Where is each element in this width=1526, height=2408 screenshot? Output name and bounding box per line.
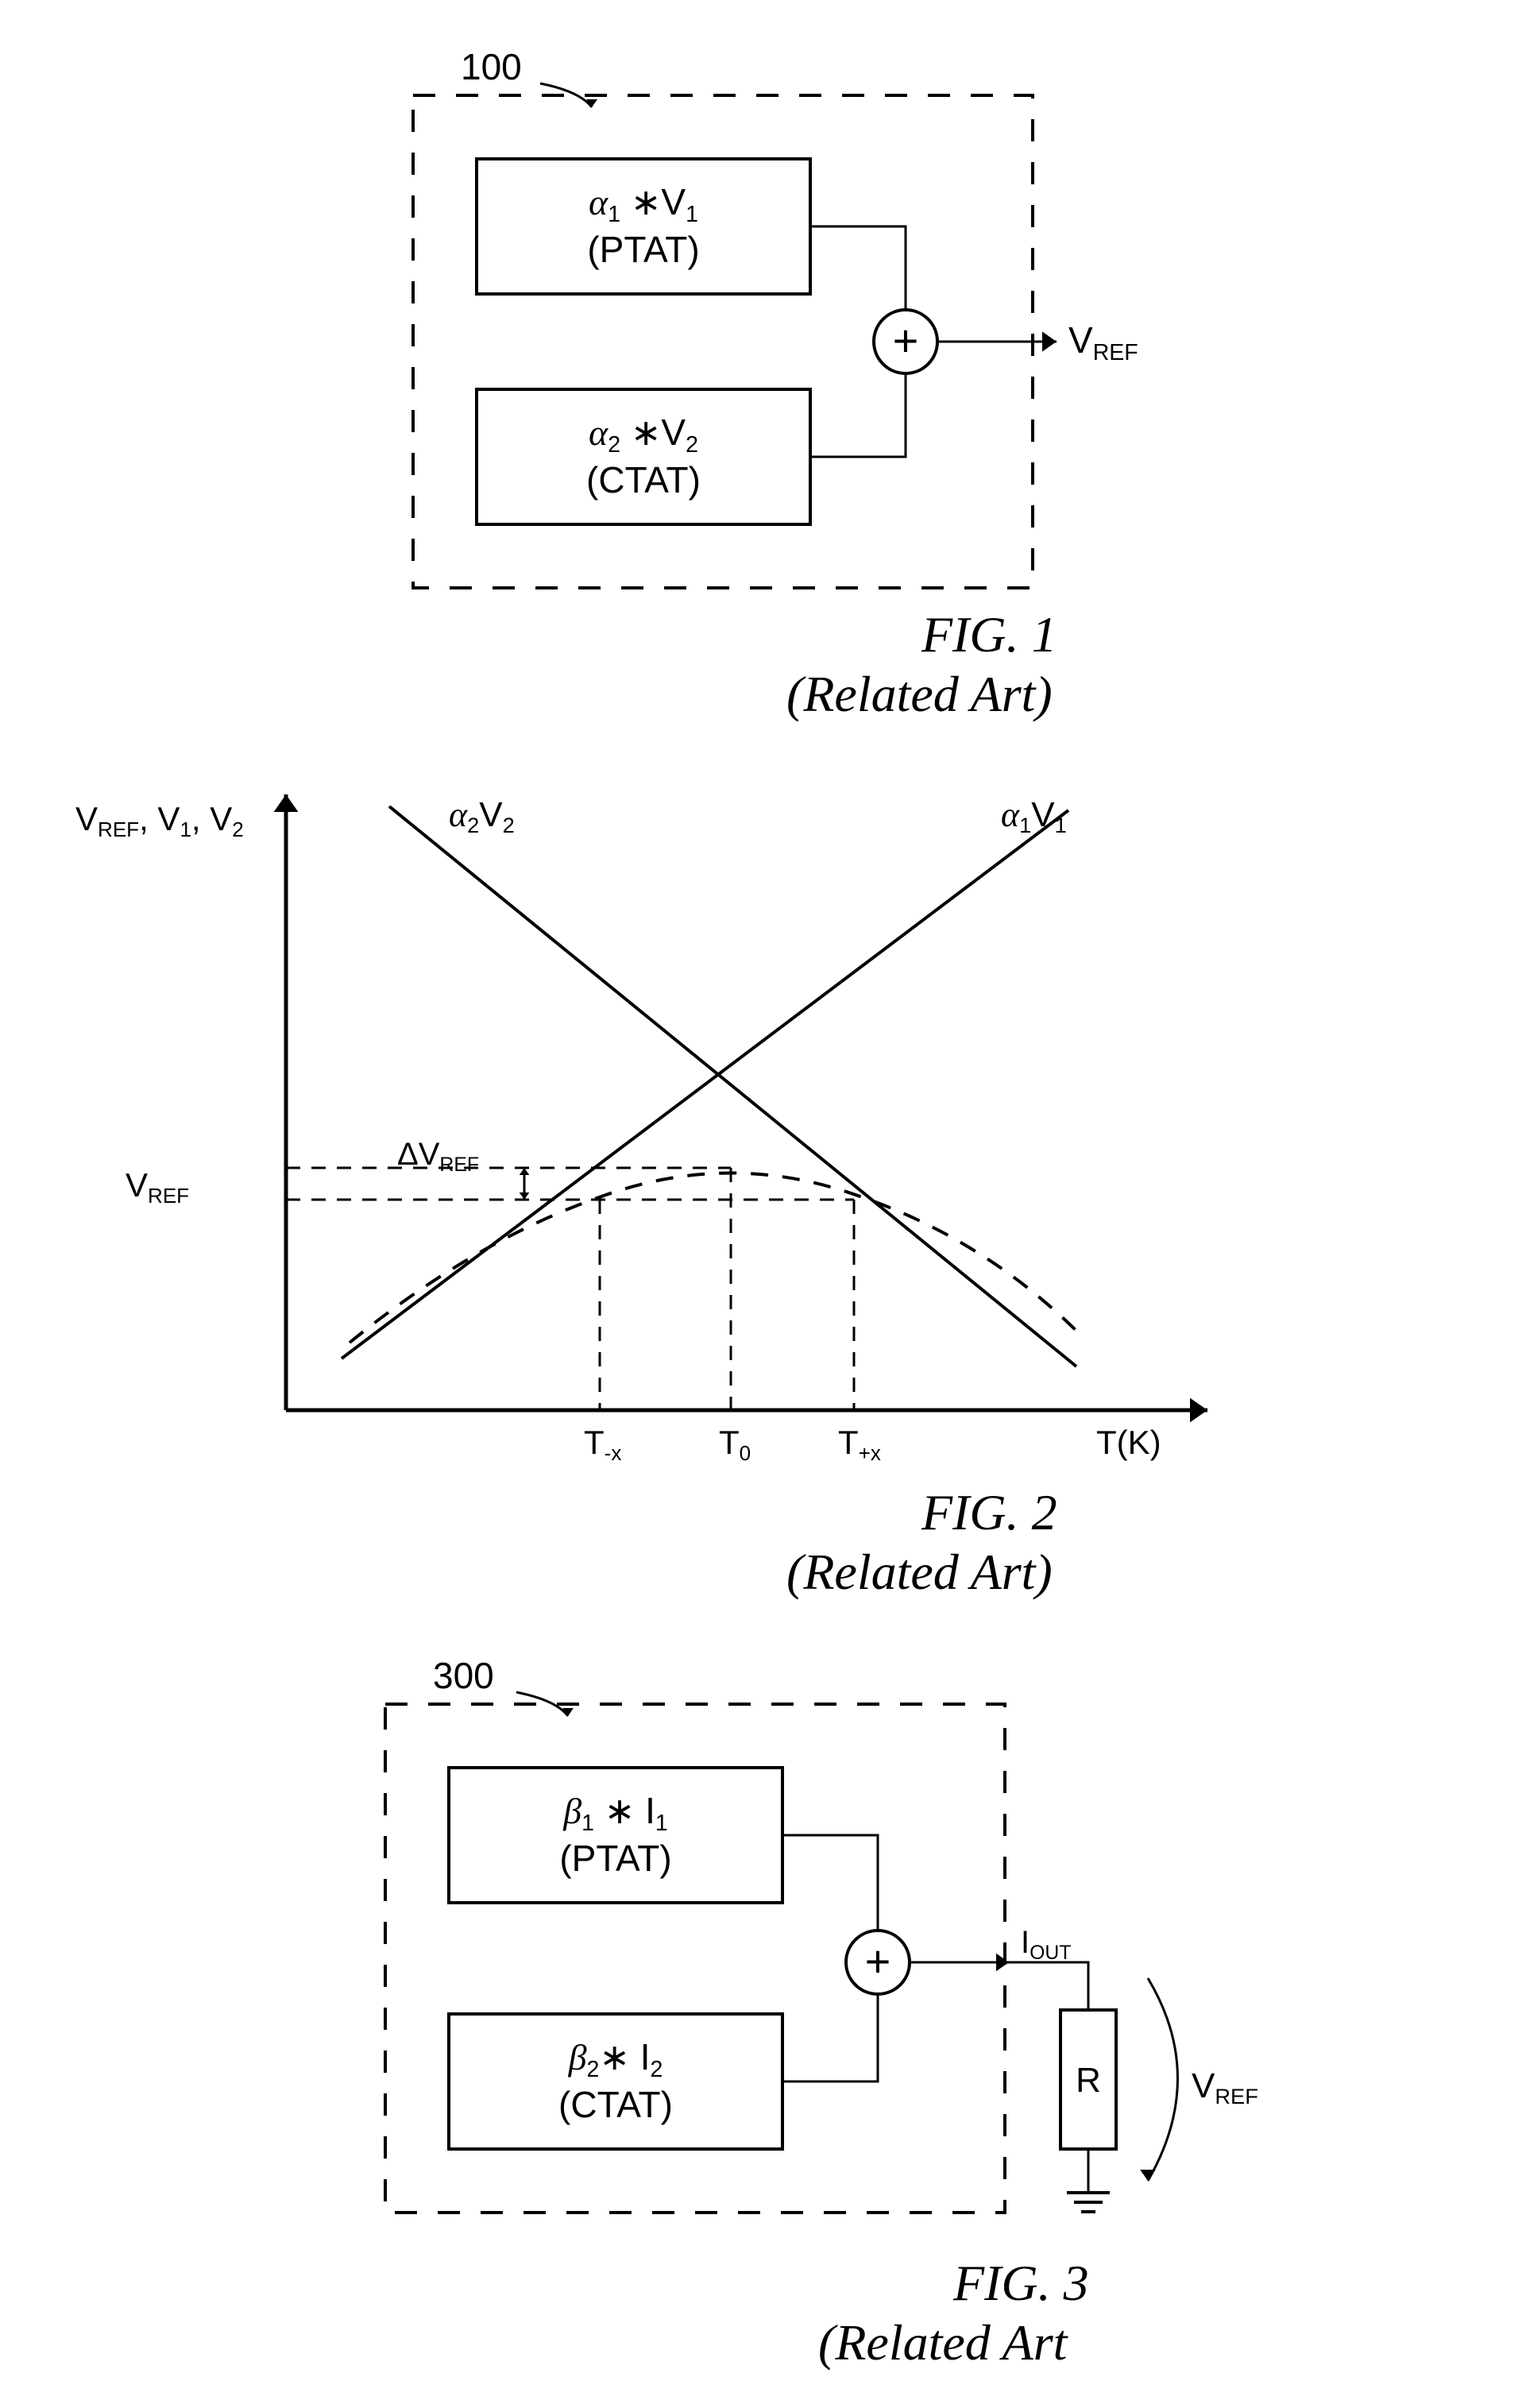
svg-text:(CTAT): (CTAT): [586, 459, 701, 501]
svg-text:300: 300: [433, 1655, 494, 1696]
svg-text:T0: T0: [719, 1424, 751, 1465]
svg-text:FIG. 1: FIG. 1: [921, 606, 1057, 663]
svg-text:+: +: [893, 315, 919, 365]
svg-text:ΔVREF: ΔVREF: [397, 1137, 479, 1176]
svg-text:FIG. 2: FIG. 2: [921, 1484, 1057, 1540]
svg-text:(Related Art: (Related Art: [818, 2314, 1069, 2371]
svg-text:VREF: VREF: [1192, 2066, 1258, 2108]
svg-text:T-x: T-x: [584, 1424, 621, 1465]
svg-text:FIG. 3: FIG. 3: [952, 2255, 1089, 2311]
svg-text:VREF, V1, V2: VREF, V1, V2: [75, 800, 244, 841]
svg-text:IOUT: IOUT: [1021, 1925, 1071, 1964]
svg-text:(Related Art): (Related Art): [786, 1544, 1053, 1600]
fig-3: 300 β1 ∗ I1(PTAT) β2∗ I2(CTAT) + IOUT R VREF FI…: [385, 1655, 1258, 2371]
fig-2: VREF, V1, V2 T(K) α2V2 α1V1 VREF ΔVREF T-x T0 T+…: [75, 794, 1207, 1600]
svg-text:α2 ∗V2: α2 ∗V2: [589, 412, 698, 458]
svg-text:VREF: VREF: [126, 1166, 189, 1208]
svg-text:(PTAT): (PTAT): [559, 1838, 671, 1879]
svg-text:α1 ∗V1: α1 ∗V1: [589, 181, 698, 227]
svg-text:100: 100: [461, 46, 522, 87]
svg-text:α2V2: α2V2: [449, 795, 515, 837]
svg-text:+: +: [865, 1936, 891, 1986]
fig-1: 100 α1 ∗V1(PTAT) α2 ∗V2(CTAT) + VREF FIG. 1(R…: [413, 46, 1138, 722]
svg-text:(CTAT): (CTAT): [558, 2084, 673, 2125]
svg-text:R: R: [1076, 2061, 1101, 2100]
svg-text:T+x: T+x: [838, 1424, 881, 1465]
svg-text:T(K): T(K): [1096, 1424, 1161, 1461]
svg-text:(Related Art): (Related Art): [786, 666, 1053, 722]
svg-text:β1 ∗ I1: β1 ∗ I1: [562, 1790, 668, 1836]
svg-text:VREF: VREF: [1068, 319, 1138, 365]
svg-text:β2∗ I2: β2∗ I2: [568, 2036, 663, 2082]
svg-text:α1V1: α1V1: [1001, 795, 1067, 837]
svg-text:(PTAT): (PTAT): [587, 229, 699, 270]
